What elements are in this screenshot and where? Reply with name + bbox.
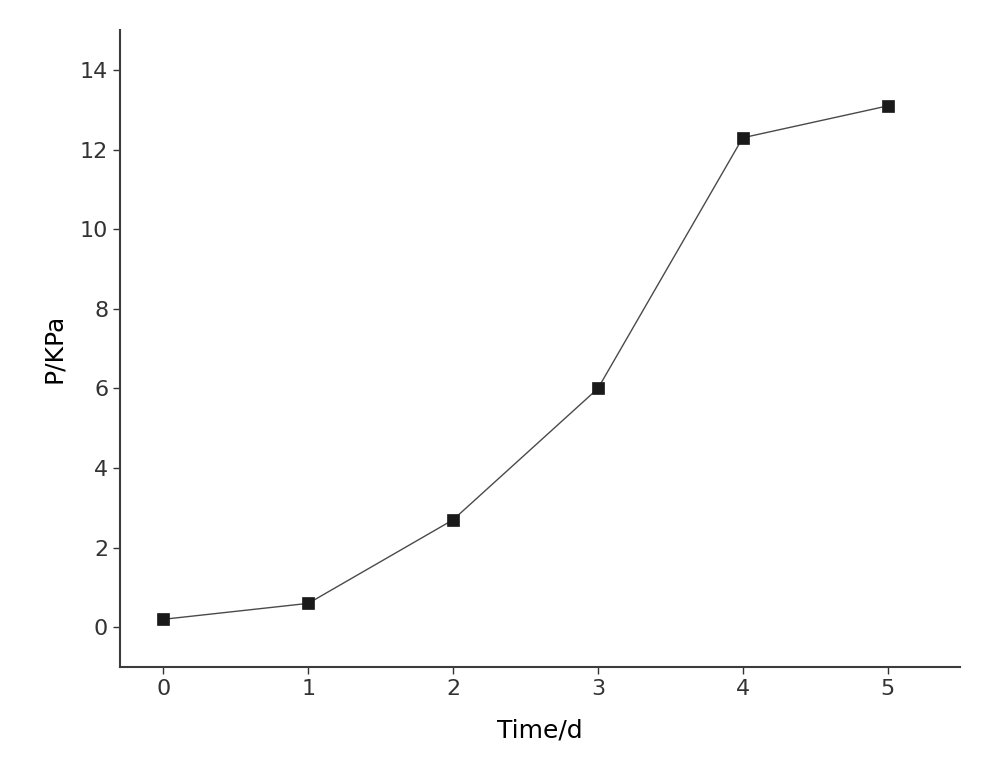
- Y-axis label: P/KPa: P/KPa: [42, 314, 66, 384]
- X-axis label: Time/d: Time/d: [497, 719, 583, 742]
